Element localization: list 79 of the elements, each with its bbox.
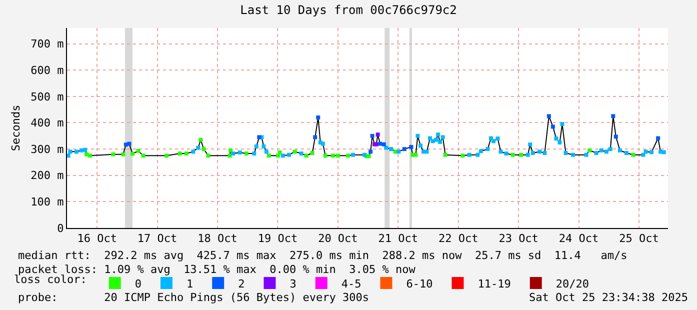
x-tick-label: 20 Oct bbox=[318, 232, 358, 246]
text: probe: 20 ICMP Echo Pings (56 Bytes) every 300s bbox=[18, 291, 369, 304]
point bbox=[121, 152, 126, 156]
x-tick-label: 17 Oct bbox=[137, 232, 178, 246]
point bbox=[546, 114, 551, 118]
point bbox=[164, 154, 169, 158]
point bbox=[292, 150, 297, 154]
point bbox=[460, 154, 465, 158]
y-tick-label: 200 m bbox=[30, 169, 64, 182]
x-tick-label: 24 Oct bbox=[558, 232, 599, 246]
point bbox=[141, 154, 146, 158]
point bbox=[198, 138, 203, 142]
point bbox=[368, 150, 373, 154]
point bbox=[510, 152, 515, 157]
y-tick-label: 700 m bbox=[30, 38, 64, 51]
point bbox=[588, 148, 592, 152]
text: Sat Oct 25 23:34:38 2025 bbox=[529, 291, 688, 304]
point bbox=[184, 152, 188, 156]
point bbox=[443, 152, 448, 157]
legend-label: 2 bbox=[238, 277, 245, 290]
x-tick-label: 19 Oct bbox=[258, 232, 298, 246]
point bbox=[136, 148, 140, 153]
point bbox=[656, 136, 660, 140]
point bbox=[323, 154, 328, 158]
point bbox=[202, 147, 206, 152]
point bbox=[376, 132, 380, 137]
legend-label: 6-10 bbox=[406, 277, 433, 290]
point bbox=[414, 152, 418, 157]
legend-label: 20/20 bbox=[556, 277, 589, 290]
point bbox=[228, 148, 233, 152]
x-tick-label: 25 Oct bbox=[619, 232, 659, 246]
point bbox=[84, 152, 89, 156]
text: median rtt: 292.2 ms avg 425.7 ms max 275.0 ms min 288.2 ms now 25.7 ms sd 11.4 am/s bbox=[18, 249, 628, 262]
y-tick-label: 400 m bbox=[30, 116, 64, 130]
point bbox=[244, 152, 248, 156]
point bbox=[304, 154, 308, 158]
point bbox=[266, 154, 271, 158]
point bbox=[278, 150, 282, 154]
x-tick-label: 22 Oct bbox=[438, 232, 478, 246]
point bbox=[614, 134, 618, 139]
point bbox=[519, 152, 524, 157]
y-tick-label: 0 bbox=[57, 222, 64, 235]
point bbox=[346, 154, 350, 158]
point bbox=[550, 124, 555, 129]
legend-label: 1 bbox=[186, 277, 194, 290]
point bbox=[257, 135, 262, 140]
point bbox=[370, 134, 374, 138]
point bbox=[88, 154, 92, 158]
point bbox=[316, 115, 320, 120]
y-tick-label: 100 m bbox=[30, 196, 64, 209]
y-tick-label: 300 m bbox=[30, 142, 64, 156]
point bbox=[382, 142, 386, 146]
legend-label: 11-19 bbox=[478, 277, 511, 290]
chart-title: Last 10 Days from 00c766c979c2 bbox=[240, 3, 457, 18]
legend-label: 3 bbox=[290, 277, 296, 290]
x-tick-label: 23 Oct bbox=[498, 232, 538, 246]
x-tick-label: 21 Oct bbox=[378, 232, 418, 246]
point bbox=[330, 154, 335, 158]
x-tick-label: 16 Oct bbox=[77, 232, 117, 246]
point bbox=[402, 147, 406, 152]
point bbox=[631, 152, 636, 157]
legend-label: 4-5 bbox=[341, 277, 362, 290]
point bbox=[130, 152, 134, 156]
point bbox=[366, 154, 371, 158]
legend-label: 0 bbox=[134, 277, 142, 290]
point bbox=[206, 154, 210, 158]
point bbox=[409, 144, 414, 149]
point bbox=[310, 151, 314, 155]
point bbox=[127, 142, 132, 146]
x-tick-label: 18 Oct bbox=[198, 232, 238, 246]
point bbox=[336, 154, 340, 158]
y-tick-label: 500 m bbox=[30, 90, 64, 104]
point bbox=[611, 114, 616, 118]
point bbox=[111, 152, 116, 156]
point bbox=[178, 152, 182, 156]
text: packet loss: 1.09 % avg 13.51 % max 0.00 % min 3.05 % now bbox=[18, 263, 416, 276]
y-tick-label: 600 m bbox=[30, 64, 64, 77]
y-axis-title: Seconds bbox=[9, 104, 22, 152]
point bbox=[313, 135, 318, 140]
